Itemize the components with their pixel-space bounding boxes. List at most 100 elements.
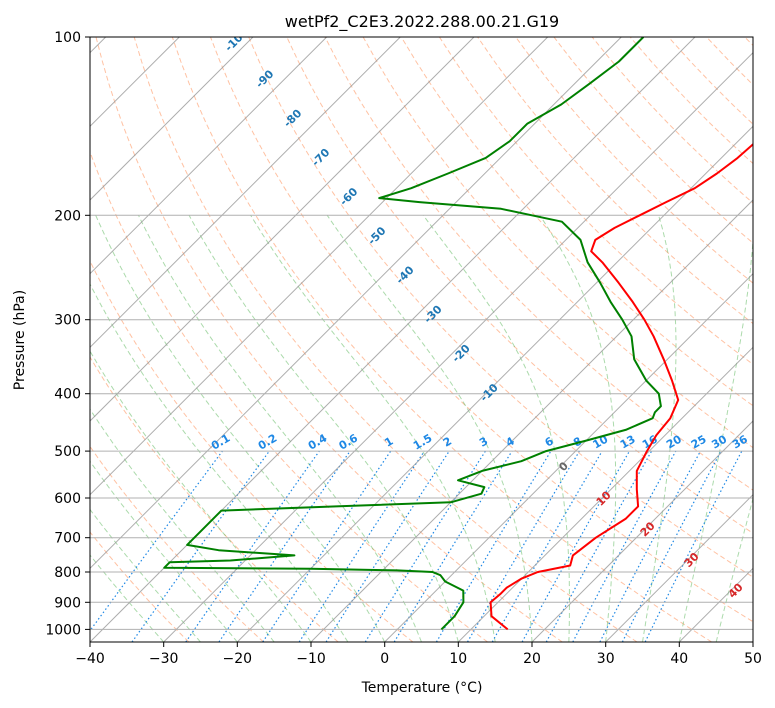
dry-adiabat-line (90, 356, 339, 642)
dry-adiabat-line (515, 37, 753, 284)
isotherm-line (90, 37, 254, 201)
y-tick-label: 300 (54, 313, 81, 329)
mixing-ratio-label: 20 (664, 432, 684, 451)
moist-adiabats (90, 215, 753, 642)
dry-adiabat-line (90, 445, 264, 642)
x-tick-label: −20 (223, 651, 253, 667)
isotherm-label: 0 (556, 459, 571, 474)
dry-adiabat-line (133, 37, 638, 642)
mixing-ratio-line (545, 450, 653, 642)
isotherm-label: 30 (682, 550, 702, 570)
moist-adiabat-line (90, 508, 201, 642)
isotherm-line (90, 37, 328, 275)
moist-adiabat-line (90, 554, 165, 642)
mixing-ratio-label: 25 (689, 433, 709, 452)
mixing-ratio-label: 30 (709, 432, 729, 451)
mixing-ratio-line (262, 450, 392, 642)
dewpoint-profile-line (163, 37, 662, 631)
dry-adiabat-line (362, 37, 753, 449)
mixing-ratio-line (90, 450, 223, 632)
y-tick-label: 200 (54, 208, 81, 224)
mixing-ratio-line (599, 450, 702, 642)
isotherm-line (163, 51, 753, 642)
mixing-ratio-label: 1 (382, 435, 395, 450)
isotherm-line (605, 493, 753, 642)
moist-adiabat-line (678, 235, 753, 642)
isotherm-label: -40 (393, 263, 416, 286)
moist-adiabat-line (539, 215, 617, 642)
mixing-ratio-line (572, 450, 677, 642)
mixing-ratio-line (131, 450, 270, 642)
isotherm-label: 10 (594, 488, 614, 508)
isotherm-label: -80 (281, 106, 304, 129)
dry-adiabat-line (591, 37, 753, 204)
isotherm-label: 40 (726, 580, 746, 600)
moist-adiabat-line (90, 350, 312, 642)
moist-adiabat-line (250, 215, 496, 642)
moist-adiabat-line (642, 215, 677, 642)
isotherm-line (90, 37, 622, 570)
isotherm-line (90, 37, 475, 422)
isotherm-line (236, 125, 753, 642)
moist-adiabat-line (422, 215, 570, 642)
isotherm-label: -20 (450, 342, 473, 365)
x-tick-label: 50 (744, 651, 762, 667)
dry-adiabat-line (668, 37, 753, 125)
mixing-ratio-line (218, 450, 351, 642)
isotherm-label: -60 (337, 185, 360, 208)
dry-adiabat-line (95, 37, 563, 642)
mixing-ratio-label: 0.4 (306, 431, 330, 452)
moist-adiabat-line (188, 215, 459, 642)
y-tick-label: 1000 (45, 622, 81, 638)
y-tick-label: 700 (54, 531, 81, 547)
isotherm-label: -30 (421, 302, 444, 325)
y-axis-label: Pressure (hPa) (12, 290, 28, 390)
isotherm-line (90, 37, 401, 349)
isotherm-line (90, 37, 549, 496)
x-tick-label: 20 (523, 651, 541, 667)
mixing-ratio-label: 1.5 (411, 432, 434, 453)
moist-adiabat-line (138, 215, 422, 642)
mixing-ratio-line (466, 450, 580, 642)
y-tick-label: 900 (54, 595, 81, 611)
y-tick-label: 100 (54, 30, 81, 46)
dry-adiabat-line (90, 531, 190, 642)
mixing-ratio-label: 36 (730, 432, 750, 451)
isotherm-line (384, 272, 753, 642)
isotherm-line (531, 420, 753, 642)
dry-adiabats (90, 37, 753, 642)
isotherm-label: -10 (478, 381, 501, 404)
chart-title: wetPf2_C2E3.2022.288.00.21.G19 (285, 12, 559, 32)
y-tick-label: 600 (54, 491, 81, 507)
isotherm-label: -70 (309, 146, 332, 169)
mixing-ratio-line (521, 450, 631, 642)
mixing-ratio-line (298, 450, 425, 642)
isotherm-label: -90 (253, 67, 276, 90)
y-tick-label: 800 (54, 565, 81, 581)
plot-frame (89, 36, 754, 643)
dry-adiabat-line (90, 259, 414, 642)
x-tick-label: −10 (296, 651, 326, 667)
mixing-ratio-label: 13 (618, 433, 638, 452)
moist-adiabat-line (715, 496, 753, 642)
mixing-ratio-line (644, 450, 743, 642)
profile-series (163, 37, 753, 631)
isotherm-label: 20 (638, 519, 658, 539)
isotherm-label: -100 (222, 25, 251, 54)
mixing-ratio-line (325, 450, 450, 642)
isotherm-line (90, 37, 696, 642)
dry-adiabat-line (90, 150, 488, 642)
dry-adiabat-line (400, 37, 753, 407)
isotherm-label: -50 (365, 224, 388, 247)
dry-adiabat-line (744, 37, 753, 47)
moist-adiabat-line (90, 408, 275, 642)
dry-adiabat-line (324, 37, 753, 491)
x-tick-label: −30 (149, 651, 179, 667)
y-tick-label: 400 (54, 387, 81, 403)
dry-adiabat-line (248, 37, 753, 578)
x-axis-ticks: −40 −30 −20 −10 0 10 20 30 40 50 (75, 642, 762, 667)
isotherm-line (310, 199, 753, 642)
dry-adiabat-line (438, 37, 753, 366)
